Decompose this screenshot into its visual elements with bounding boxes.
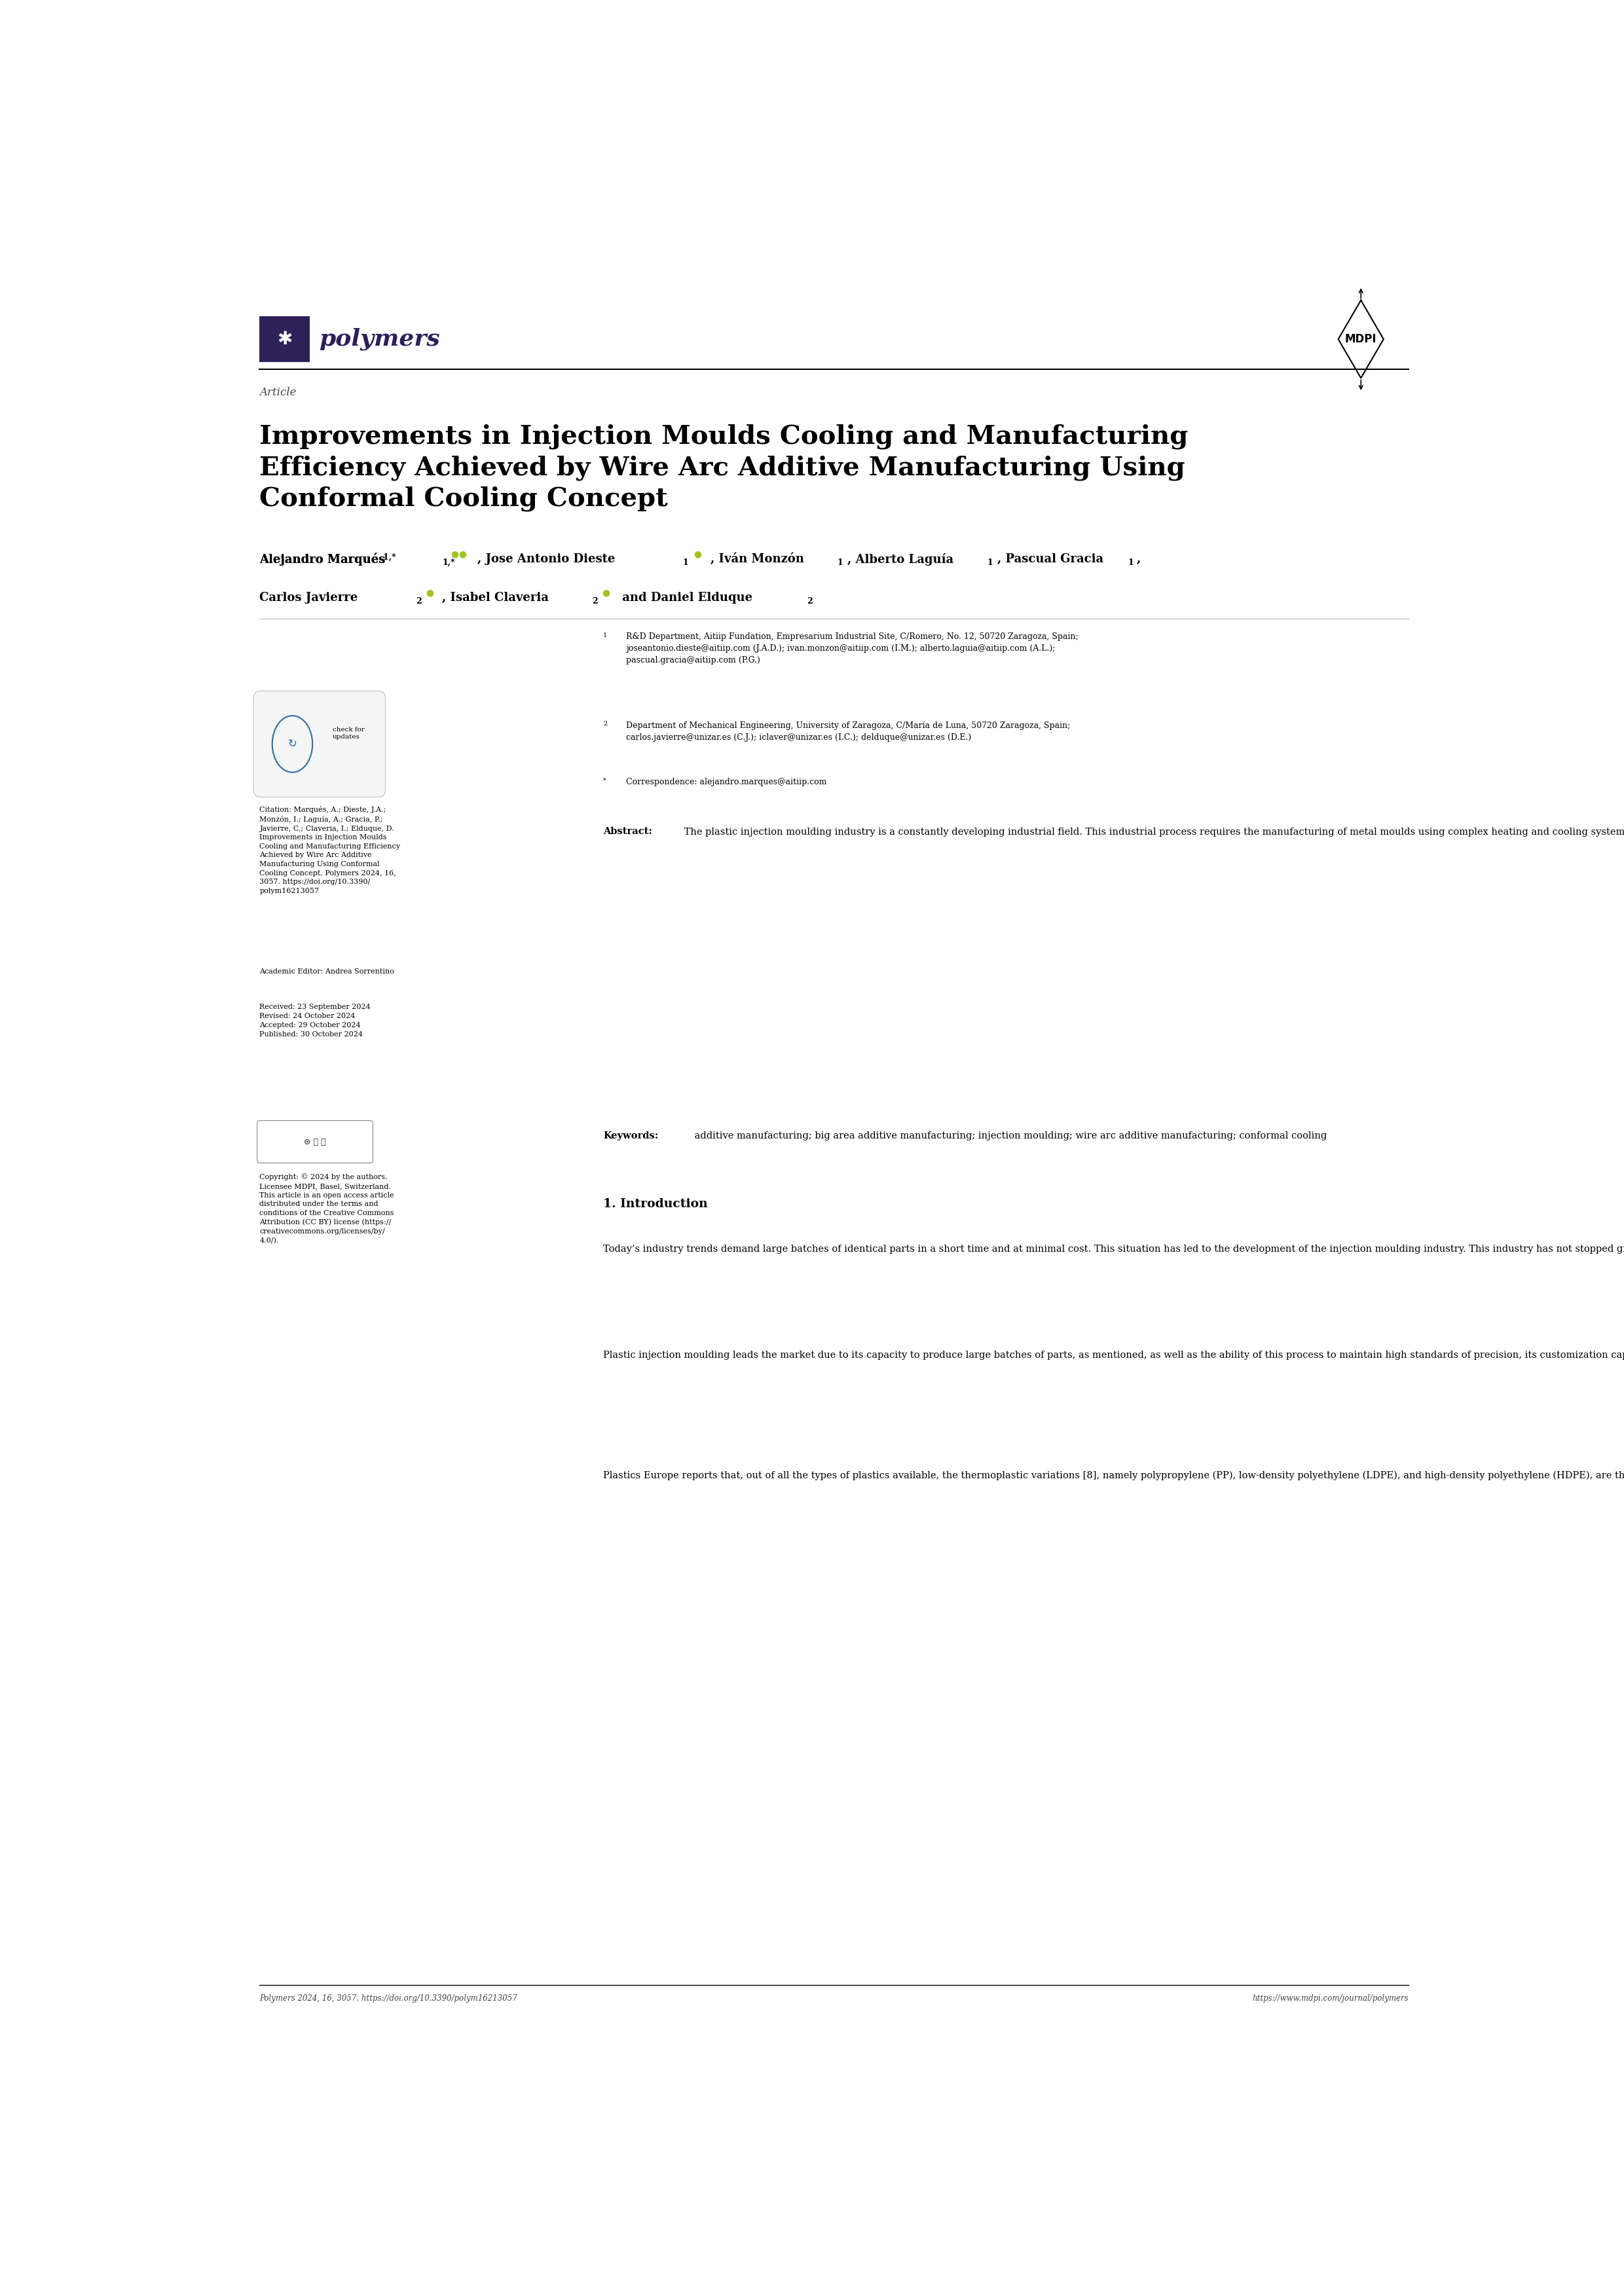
Text: ⊛ Ⓒ Ⓘ: ⊛ Ⓒ Ⓘ <box>304 1137 326 1146</box>
Text: 1: 1 <box>603 634 607 638</box>
Text: Alejandro Marqués: Alejandro Marqués <box>260 553 390 565</box>
Text: Citation: Marqués, A.; Dieste, J.A.;
Monzón, I.; Laguía, A.; Gracia, P.;
Javierr: Citation: Marqués, A.; Dieste, J.A.; Mon… <box>260 806 401 893</box>
Text: The plastic injection moulding industry is a constantly developing industrial fi: The plastic injection moulding industry … <box>682 827 1624 836</box>
Text: 1. Introduction: 1. Introduction <box>603 1199 708 1210</box>
Text: Academic Editor: Andrea Sorrentino: Academic Editor: Andrea Sorrentino <box>260 969 395 976</box>
Text: MDPI: MDPI <box>1345 333 1377 344</box>
Text: check for
updates: check for updates <box>333 728 365 739</box>
Text: and Daniel Elduque: and Daniel Elduque <box>619 592 757 604</box>
Text: 2: 2 <box>807 597 814 606</box>
Text: R&D Department, Aitiip Fundation, Empresarium Industrial Site, C/Romero, No. 12,: R&D Department, Aitiip Fundation, Empres… <box>625 634 1078 666</box>
Text: Abstract:: Abstract: <box>603 827 653 836</box>
Text: 2: 2 <box>591 597 598 606</box>
Text: 1,*: 1,* <box>383 553 400 563</box>
Text: Department of Mechanical Engineering, University of Zaragoza, C/María de Luna, 5: Department of Mechanical Engineering, Un… <box>625 721 1070 742</box>
FancyBboxPatch shape <box>260 317 310 363</box>
Text: ,: , <box>1137 553 1142 565</box>
FancyBboxPatch shape <box>257 1120 374 1164</box>
Text: , Isabel Claveria: , Isabel Claveria <box>442 592 552 604</box>
Text: 2: 2 <box>603 721 607 728</box>
Text: ↻: ↻ <box>287 737 297 751</box>
Text: ✱: ✱ <box>278 331 292 349</box>
Text: ●: ● <box>603 588 611 597</box>
Text: ●: ● <box>693 549 702 558</box>
Text: , Alberto Laguía: , Alberto Laguía <box>848 553 958 565</box>
Text: Correspondence: alejandro.marques@aitiip.com: Correspondence: alejandro.marques@aitiip… <box>625 778 827 785</box>
Text: Polymers 2024, 16, 3057. https://doi.org/10.3390/polym16213057: Polymers 2024, 16, 3057. https://doi.org… <box>260 1993 518 2002</box>
Text: Today’s industry trends demand large batches of identical parts in a short time : Today’s industry trends demand large bat… <box>603 1244 1624 1254</box>
Text: Improvements in Injection Moulds Cooling and Manufacturing
Efficiency Achieved b: Improvements in Injection Moulds Cooling… <box>260 425 1189 512</box>
Text: Keywords:: Keywords: <box>603 1132 658 1141</box>
Text: 1: 1 <box>682 558 689 567</box>
Text: *: * <box>603 778 606 783</box>
Text: ●: ● <box>425 588 434 597</box>
Text: polymers: polymers <box>318 328 440 351</box>
Text: , Iván Monzón: , Iván Monzón <box>710 553 807 565</box>
Text: ●: ● <box>451 549 460 558</box>
Text: Plastics Europe reports that, out of all the types of plastics available, the th: Plastics Europe reports that, out of all… <box>603 1472 1624 1481</box>
Text: ●: ● <box>458 549 466 558</box>
Text: Article: Article <box>260 388 297 397</box>
Text: Copyright: © 2024 by the authors.
Licensee MDPI, Basel, Switzerland.
This articl: Copyright: © 2024 by the authors. Licens… <box>260 1173 395 1244</box>
Text: , Pascual Gracia: , Pascual Gracia <box>997 553 1108 565</box>
Text: 1: 1 <box>987 558 992 567</box>
Text: 1,*: 1,* <box>442 558 455 567</box>
Text: additive manufacturing; big area additive manufacturing; injection moulding; wir: additive manufacturing; big area additiv… <box>692 1132 1327 1141</box>
Text: Plastic injection moulding leads the market due to its capacity to produce large: Plastic injection moulding leads the mar… <box>603 1350 1624 1359</box>
FancyBboxPatch shape <box>253 691 385 797</box>
Text: Alejandro Marqués: Alejandro Marqués <box>260 553 390 565</box>
Text: Carlos Javierre: Carlos Javierre <box>260 592 362 604</box>
Text: Received: 23 September 2024
Revised: 24 October 2024
Accepted: 29 October 2024
P: Received: 23 September 2024 Revised: 24 … <box>260 1003 370 1038</box>
Text: 2: 2 <box>416 597 422 606</box>
Text: https://www.mdpi.com/journal/polymers: https://www.mdpi.com/journal/polymers <box>1252 1993 1408 2002</box>
Text: 1: 1 <box>838 558 843 567</box>
Text: 1: 1 <box>1129 558 1134 567</box>
Text: , Jose Antonio Dieste: , Jose Antonio Dieste <box>477 553 619 565</box>
